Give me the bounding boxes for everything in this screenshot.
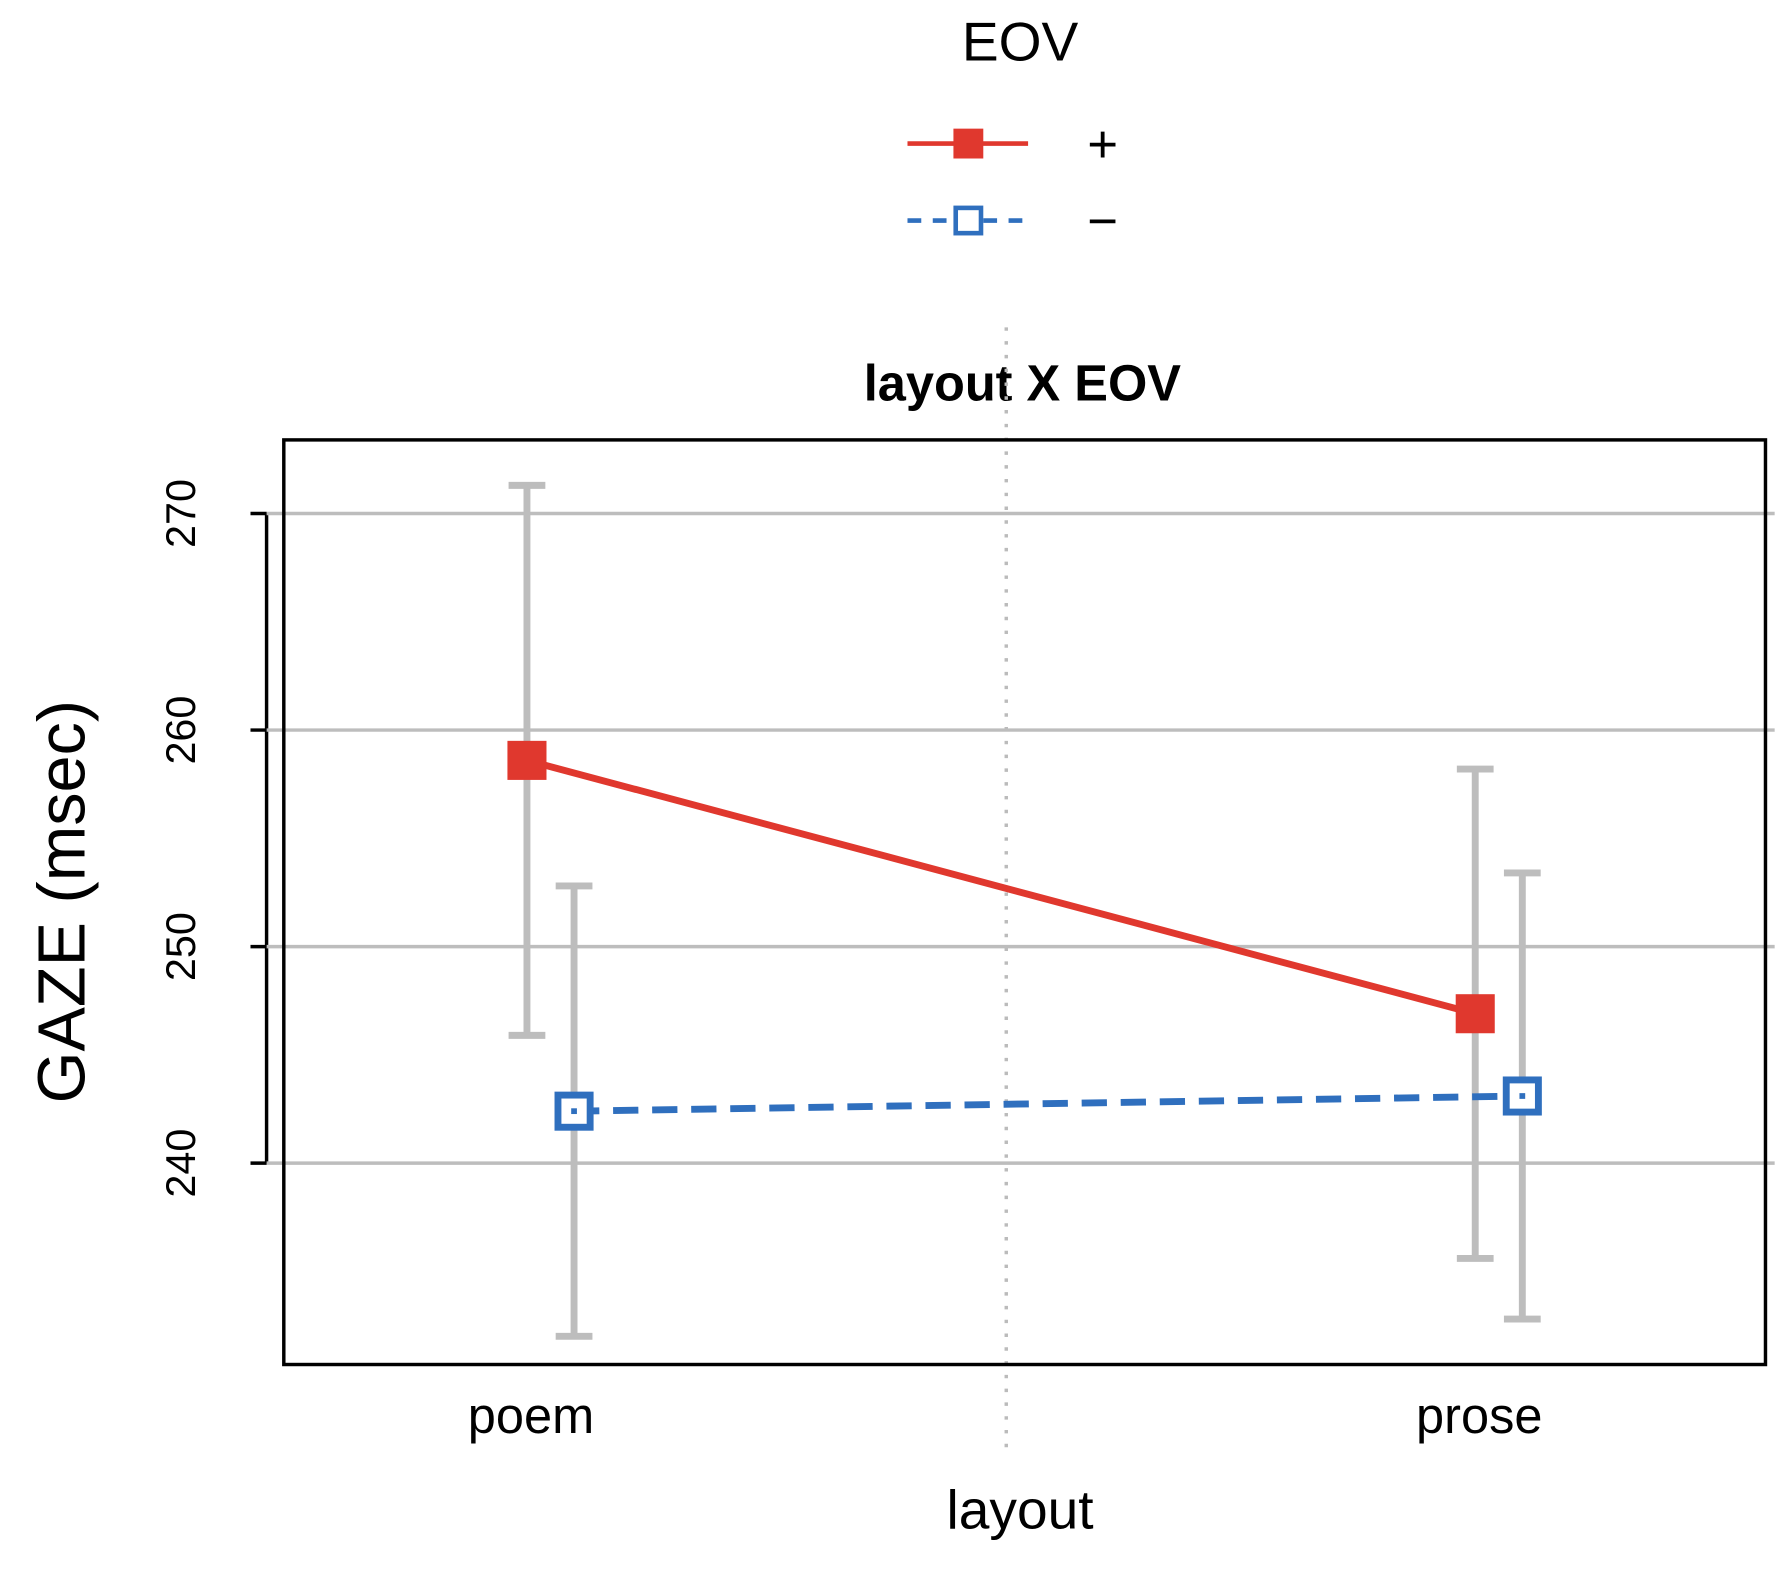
legend-title: EOV <box>962 11 1079 73</box>
y-tick-label: 260 <box>158 696 204 765</box>
x-tick-label: prose <box>1416 1387 1542 1444</box>
plot-frame <box>282 438 1768 1367</box>
legend-marker <box>953 128 984 159</box>
legend-label: − <box>1087 192 1118 251</box>
series-line <box>526 757 1477 1018</box>
legend-marker <box>953 205 984 236</box>
marker <box>507 740 547 780</box>
marker <box>554 1091 594 1131</box>
series-line <box>573 1092 1523 1115</box>
y-tick-label: 240 <box>158 1129 204 1198</box>
marker-dot <box>571 1108 577 1115</box>
x-axis-label: layout <box>946 1478 1093 1540</box>
chart-title: layout X EOV <box>864 354 1182 411</box>
legend-label: + <box>1087 115 1118 174</box>
marker <box>1455 994 1495 1034</box>
y-tick-label: 250 <box>158 912 204 981</box>
y-tick-label: 270 <box>158 479 204 548</box>
x-tick-label: poem <box>468 1387 594 1444</box>
y-axis-label: GAZE (msec) <box>25 700 99 1103</box>
marker-dot <box>1519 1093 1526 1099</box>
